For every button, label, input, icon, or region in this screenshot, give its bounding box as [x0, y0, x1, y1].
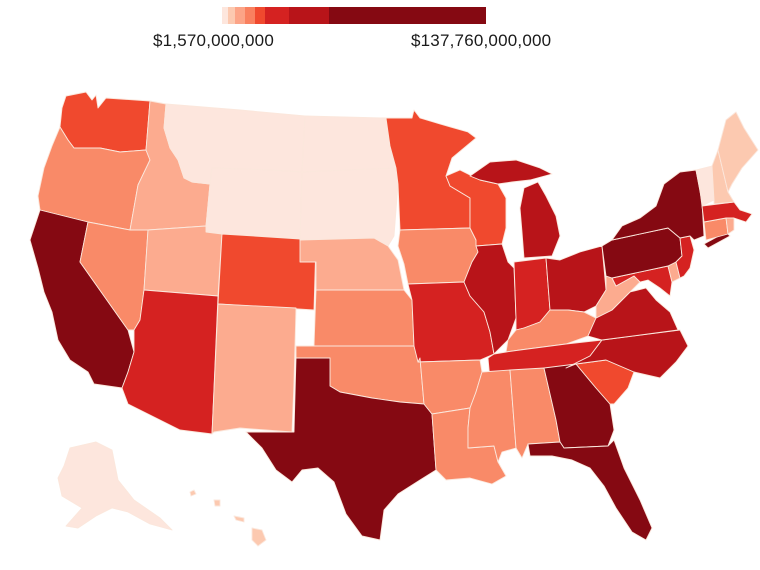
- legend-segment: [228, 7, 235, 24]
- legend-min-label: $1,570,000,000: [153, 31, 274, 50]
- legend-segment: [265, 7, 289, 24]
- legend: $1,570,000,000 $137,760,000,000: [0, 0, 760, 60]
- legend-segment: [289, 7, 329, 24]
- legend-segment: [329, 7, 486, 24]
- legend-color-scale: [222, 7, 486, 24]
- state-me[interactable]: [717, 111, 759, 193]
- legend-segment: [255, 7, 265, 24]
- state-sd[interactable]: [299, 167, 399, 247]
- legend-segment: [222, 7, 228, 24]
- legend-segment: [235, 7, 245, 24]
- state-nm[interactable]: [211, 303, 297, 435]
- state-tx[interactable]: [245, 357, 437, 541]
- state-co[interactable]: [217, 233, 317, 311]
- state-mn[interactable]: [385, 109, 477, 231]
- state-ia[interactable]: [397, 227, 479, 285]
- state-ak[interactable]: [57, 441, 173, 531]
- legend-segment: [245, 7, 255, 24]
- state-fl[interactable]: [527, 439, 653, 541]
- state-oh[interactable]: [545, 245, 607, 313]
- state-ks[interactable]: [313, 289, 415, 347]
- legend-max-label: $137,760,000,000: [411, 31, 552, 50]
- state-il[interactable]: [463, 243, 517, 355]
- state-mi[interactable]: [469, 159, 561, 259]
- state-hi[interactable]: [189, 489, 267, 547]
- state-ne[interactable]: [299, 237, 405, 291]
- state-nj[interactable]: [675, 235, 695, 279]
- state-vt[interactable]: [695, 165, 715, 207]
- state-ut[interactable]: [143, 225, 223, 297]
- state-ma[interactable]: [701, 201, 753, 223]
- state-nd[interactable]: [301, 115, 397, 173]
- state-nc[interactable]: [565, 329, 689, 379]
- state-wy[interactable]: [205, 167, 303, 241]
- state-wa[interactable]: [59, 91, 151, 153]
